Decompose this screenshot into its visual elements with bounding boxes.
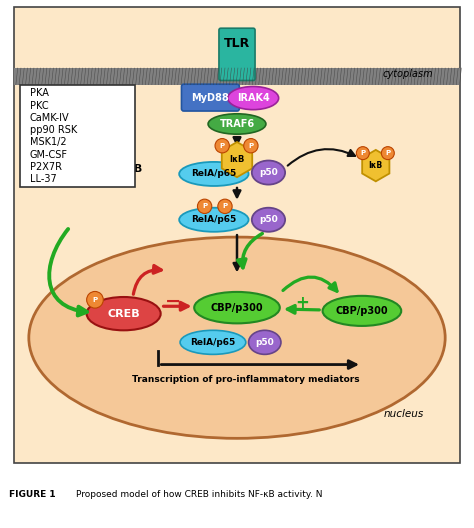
Text: p50: p50 — [259, 215, 278, 224]
Ellipse shape — [87, 297, 161, 331]
Text: P2X7R: P2X7R — [30, 162, 62, 172]
Text: NF-κB: NF-κB — [105, 164, 142, 174]
Circle shape — [215, 138, 229, 153]
Text: pp90 RSK: pp90 RSK — [30, 125, 77, 135]
Text: FIGURE 1: FIGURE 1 — [9, 490, 56, 499]
Ellipse shape — [179, 208, 248, 232]
Text: −: − — [165, 292, 182, 311]
Ellipse shape — [180, 331, 246, 354]
Text: MSK1/2: MSK1/2 — [30, 137, 66, 147]
Ellipse shape — [252, 161, 285, 185]
Bar — [14, 68, 460, 84]
Text: P: P — [360, 150, 365, 156]
Text: +: + — [295, 294, 309, 312]
Text: PKA: PKA — [30, 89, 49, 98]
Polygon shape — [362, 150, 390, 181]
FancyBboxPatch shape — [182, 84, 239, 111]
Text: TLR: TLR — [224, 36, 250, 50]
Text: cytoplasm: cytoplasm — [383, 69, 434, 79]
Text: RelA/p65: RelA/p65 — [191, 169, 237, 178]
Text: IRAK4: IRAK4 — [237, 93, 270, 103]
Circle shape — [218, 199, 232, 213]
FancyBboxPatch shape — [14, 7, 460, 463]
Text: P: P — [202, 203, 207, 209]
Text: p50: p50 — [255, 338, 274, 347]
Text: IκB: IκB — [369, 161, 383, 170]
Polygon shape — [222, 142, 252, 177]
Text: PKC: PKC — [30, 101, 48, 111]
FancyBboxPatch shape — [219, 28, 255, 80]
Text: Proposed model of how CREB inhibits NF-κB activity. N: Proposed model of how CREB inhibits NF-κ… — [76, 490, 322, 499]
Circle shape — [244, 138, 258, 153]
Text: CBP/p300: CBP/p300 — [336, 306, 388, 316]
Text: Transcription of pro-inflammatory mediators: Transcription of pro-inflammatory mediat… — [132, 375, 360, 384]
Text: TRAF6: TRAF6 — [219, 119, 255, 129]
Text: IκB: IκB — [229, 155, 245, 164]
Text: P: P — [248, 143, 254, 149]
Text: LL-37: LL-37 — [30, 174, 56, 184]
Text: P: P — [385, 150, 391, 156]
Ellipse shape — [323, 296, 401, 326]
Text: RelA/p65: RelA/p65 — [191, 338, 236, 347]
Circle shape — [87, 291, 103, 308]
Circle shape — [356, 147, 369, 159]
Ellipse shape — [252, 208, 285, 232]
Text: CaMK-IV: CaMK-IV — [30, 113, 69, 123]
Text: p50: p50 — [259, 168, 278, 177]
Text: RelA/p65: RelA/p65 — [191, 215, 237, 224]
Ellipse shape — [248, 331, 281, 354]
Text: P: P — [92, 297, 98, 303]
Ellipse shape — [194, 292, 280, 323]
Circle shape — [382, 147, 394, 159]
Circle shape — [198, 199, 212, 213]
Text: MyD88: MyD88 — [191, 92, 229, 102]
Ellipse shape — [29, 237, 445, 438]
Ellipse shape — [179, 162, 248, 186]
Ellipse shape — [228, 87, 279, 110]
Text: P: P — [222, 203, 228, 209]
Text: CREB: CREB — [107, 309, 140, 319]
Text: P: P — [219, 143, 225, 149]
FancyArrowPatch shape — [49, 229, 87, 316]
Text: CBP/p300: CBP/p300 — [210, 303, 264, 313]
Text: nucleus: nucleus — [383, 409, 424, 419]
Ellipse shape — [208, 114, 266, 134]
FancyBboxPatch shape — [19, 84, 135, 187]
Text: GM-CSF: GM-CSF — [30, 150, 68, 160]
